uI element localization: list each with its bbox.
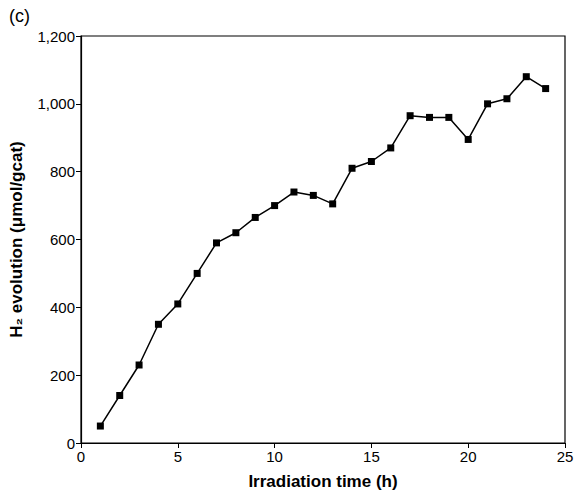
svg-text:10: 10 [266, 448, 283, 465]
svg-text:(c): (c) [9, 6, 30, 26]
svg-text:0: 0 [77, 448, 85, 465]
svg-text:600: 600 [50, 231, 75, 248]
svg-text:800: 800 [50, 163, 75, 180]
svg-text:25: 25 [557, 448, 574, 465]
svg-text:20: 20 [460, 448, 477, 465]
svg-text:5: 5 [174, 448, 182, 465]
svg-text:0: 0 [67, 435, 75, 452]
svg-text:15: 15 [363, 448, 380, 465]
svg-text:200: 200 [50, 367, 75, 384]
svg-text:1,200: 1,200 [37, 28, 75, 45]
svg-text:Irradiation time (h): Irradiation time (h) [248, 472, 397, 491]
svg-text:400: 400 [50, 299, 75, 316]
svg-text:H₂ evolution (μmol/gcat): H₂ evolution (μmol/gcat) [7, 141, 26, 337]
svg-text:1,000: 1,000 [37, 95, 75, 112]
